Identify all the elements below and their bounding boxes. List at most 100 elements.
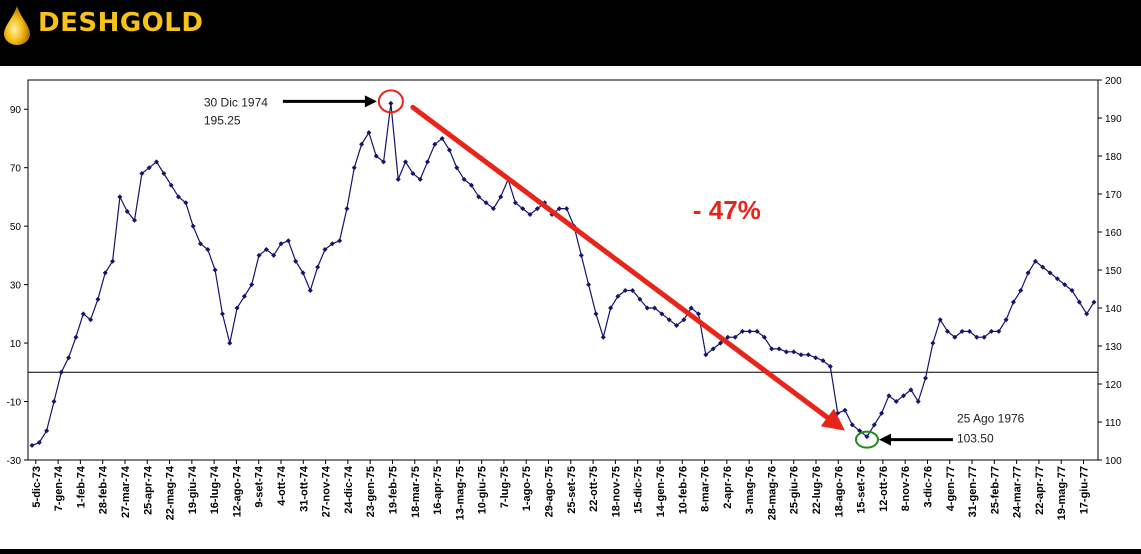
x-tick-label: 25-set-75 [566, 466, 578, 514]
series-point [395, 176, 401, 182]
series-point [66, 355, 72, 361]
series-point [1018, 287, 1024, 293]
series-point [1069, 287, 1075, 293]
x-tick-label: 24-dic-74 [343, 465, 355, 514]
series-point [307, 287, 313, 293]
x-tick-label: 15-set-76 [856, 466, 868, 514]
series-point [359, 141, 365, 147]
x-tick-label: 7-gen-74 [53, 465, 65, 511]
series-point [578, 252, 584, 258]
series-point [952, 334, 958, 340]
x-tick-label: 31-gen-77 [967, 466, 979, 517]
series-point [490, 206, 496, 212]
series-point [981, 334, 987, 340]
series-point [271, 252, 277, 258]
series-point [175, 194, 181, 200]
series-point [923, 375, 929, 381]
peak-date-label: 30 Dic 1974 [204, 95, 268, 109]
series-point [813, 355, 819, 361]
series-point [483, 200, 489, 206]
series-line [31, 103, 1095, 446]
series-point [241, 293, 247, 299]
percent-change-label: - 47% [693, 195, 761, 225]
series-point [879, 410, 885, 416]
series-point [893, 399, 899, 405]
price-series [29, 100, 1097, 448]
series-point [337, 238, 343, 244]
series-point [608, 305, 614, 311]
peak-value-label: 195.25 [204, 113, 241, 127]
series-point [725, 334, 731, 340]
series-point [417, 176, 423, 182]
series-point [622, 287, 628, 293]
series-point [468, 182, 474, 188]
x-tick-label: 22-lug-76 [811, 466, 823, 514]
series-point [44, 428, 50, 434]
series-point [278, 241, 284, 247]
series-point [659, 311, 665, 317]
series-point [498, 194, 504, 200]
series-point [439, 135, 445, 141]
y-right-tick-label: 120 [1105, 380, 1122, 391]
y-right-tick-label: 140 [1105, 304, 1122, 315]
series-point [410, 171, 416, 177]
series-point [1084, 311, 1090, 317]
series-point [695, 311, 701, 317]
x-tick-label: 17-giu-77 [1079, 466, 1091, 514]
series-point [783, 349, 789, 355]
series-point [88, 317, 94, 323]
series-point [285, 238, 291, 244]
series-point [908, 387, 914, 393]
series-point [652, 305, 658, 311]
series-point [300, 270, 306, 276]
series-point [329, 241, 335, 247]
series-point [1076, 299, 1082, 305]
y-left-tick-label: 90 [10, 105, 22, 116]
series-point [51, 399, 57, 405]
series-point [732, 334, 738, 340]
x-tick-label: 14-gen-76 [655, 466, 667, 517]
series-point [366, 130, 372, 136]
x-tick-label: 16-lug-74 [209, 465, 221, 514]
series-point [351, 165, 357, 171]
series-point [29, 442, 35, 448]
series-point [754, 328, 760, 334]
series-point [425, 159, 431, 165]
series-point [666, 317, 672, 323]
series-point [556, 206, 562, 212]
peak-pointer-head [364, 95, 377, 108]
y-left-tick-label: -30 [7, 456, 22, 467]
series-point [461, 176, 467, 182]
x-tick-label: 22-mag-74 [165, 465, 177, 520]
x-tick-label: 18-ago-76 [833, 466, 845, 517]
series-point [124, 209, 130, 215]
x-tick-label: 15-dic-75 [633, 466, 645, 514]
series-point [974, 334, 980, 340]
series-point [381, 159, 387, 165]
x-tick-label: 23-gen-75 [365, 466, 377, 517]
y-right-tick-label: 110 [1105, 418, 1121, 429]
series-point [249, 282, 255, 288]
series-point [681, 317, 687, 323]
x-tick-label: 22-apr-77 [1034, 466, 1046, 515]
x-tick-label: 5-dic-73 [31, 466, 43, 508]
series-point [593, 311, 599, 317]
series-point [234, 305, 240, 311]
brand-name: DESHGOLD [38, 8, 204, 38]
y-left-tick-label: 30 [10, 281, 22, 292]
series-point [600, 334, 606, 340]
series-point [937, 317, 943, 323]
series-point [739, 328, 745, 334]
series-point [688, 305, 694, 311]
x-tick-label: 9-set-74 [254, 465, 266, 507]
series-point [564, 206, 570, 212]
y-right-tick-label: 130 [1105, 342, 1122, 353]
x-tick-label: 19-mag-77 [1056, 466, 1068, 520]
trough-date-label: 25 Ago 1976 [957, 412, 1025, 426]
x-tick-label: 25-giu-76 [789, 466, 801, 514]
series-point [263, 247, 269, 253]
y-right-tick-label: 100 [1105, 456, 1122, 467]
x-tick-label: 4-gen-77 [945, 466, 957, 511]
peak-circle [377, 89, 404, 114]
chart-panel: -30 -10 10 30 50 70 90 100 110 120 130 140 150 160 170… [0, 66, 1141, 549]
